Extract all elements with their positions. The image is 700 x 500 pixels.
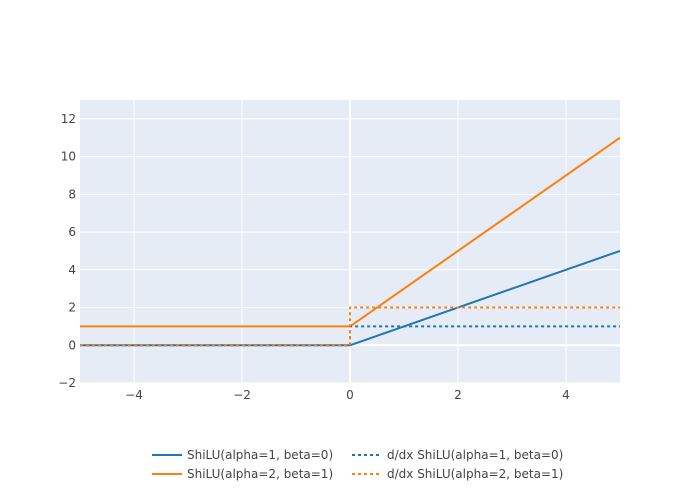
- x-tick-label: −2: [233, 388, 251, 402]
- series-line-4: [80, 306, 620, 347]
- legend-label: ShiLU(alpha=1, beta=0): [187, 448, 333, 462]
- legend-item[interactable]: d/dx ShiLU(alpha=2, beta=1): [352, 467, 563, 481]
- y-tick-label: 8: [68, 187, 76, 201]
- y-tick-label: 12: [61, 112, 76, 126]
- legend-label: ShiLU(alpha=2, beta=1): [187, 467, 333, 481]
- legend-label: d/dx ShiLU(alpha=1, beta=0): [387, 448, 563, 462]
- y-tick-labels: −2 0 2 4 6 8 10 12: [58, 112, 76, 390]
- y-tick-label: 0: [68, 338, 76, 352]
- x-tick-label: 2: [454, 388, 462, 402]
- x-tick-label: −4: [125, 388, 143, 402]
- legend-label: d/dx ShiLU(alpha=2, beta=1): [387, 467, 563, 481]
- legend-item[interactable]: ShiLU(alpha=2, beta=1): [152, 467, 333, 481]
- y-tick-label: −2: [58, 376, 76, 390]
- y-tick-label: 10: [61, 150, 76, 164]
- legend-item[interactable]: d/dx ShiLU(alpha=1, beta=0): [352, 448, 563, 462]
- legend[interactable]: ShiLU(alpha=1, beta=0) ShiLU(alpha=2, bet…: [152, 448, 563, 481]
- x-tick-label: 4: [562, 388, 570, 402]
- y-tick-label: 6: [68, 225, 76, 239]
- x-tick-label: 0: [346, 388, 354, 402]
- series-lines: [80, 136, 621, 347]
- y-tick-label: 4: [68, 263, 76, 277]
- x-tick-labels: −4 −2 0 2 4: [125, 388, 570, 402]
- x-gridlines: [133, 100, 567, 383]
- y-tick-label: 2: [68, 301, 76, 315]
- legend-item[interactable]: ShiLU(alpha=1, beta=0): [152, 448, 333, 462]
